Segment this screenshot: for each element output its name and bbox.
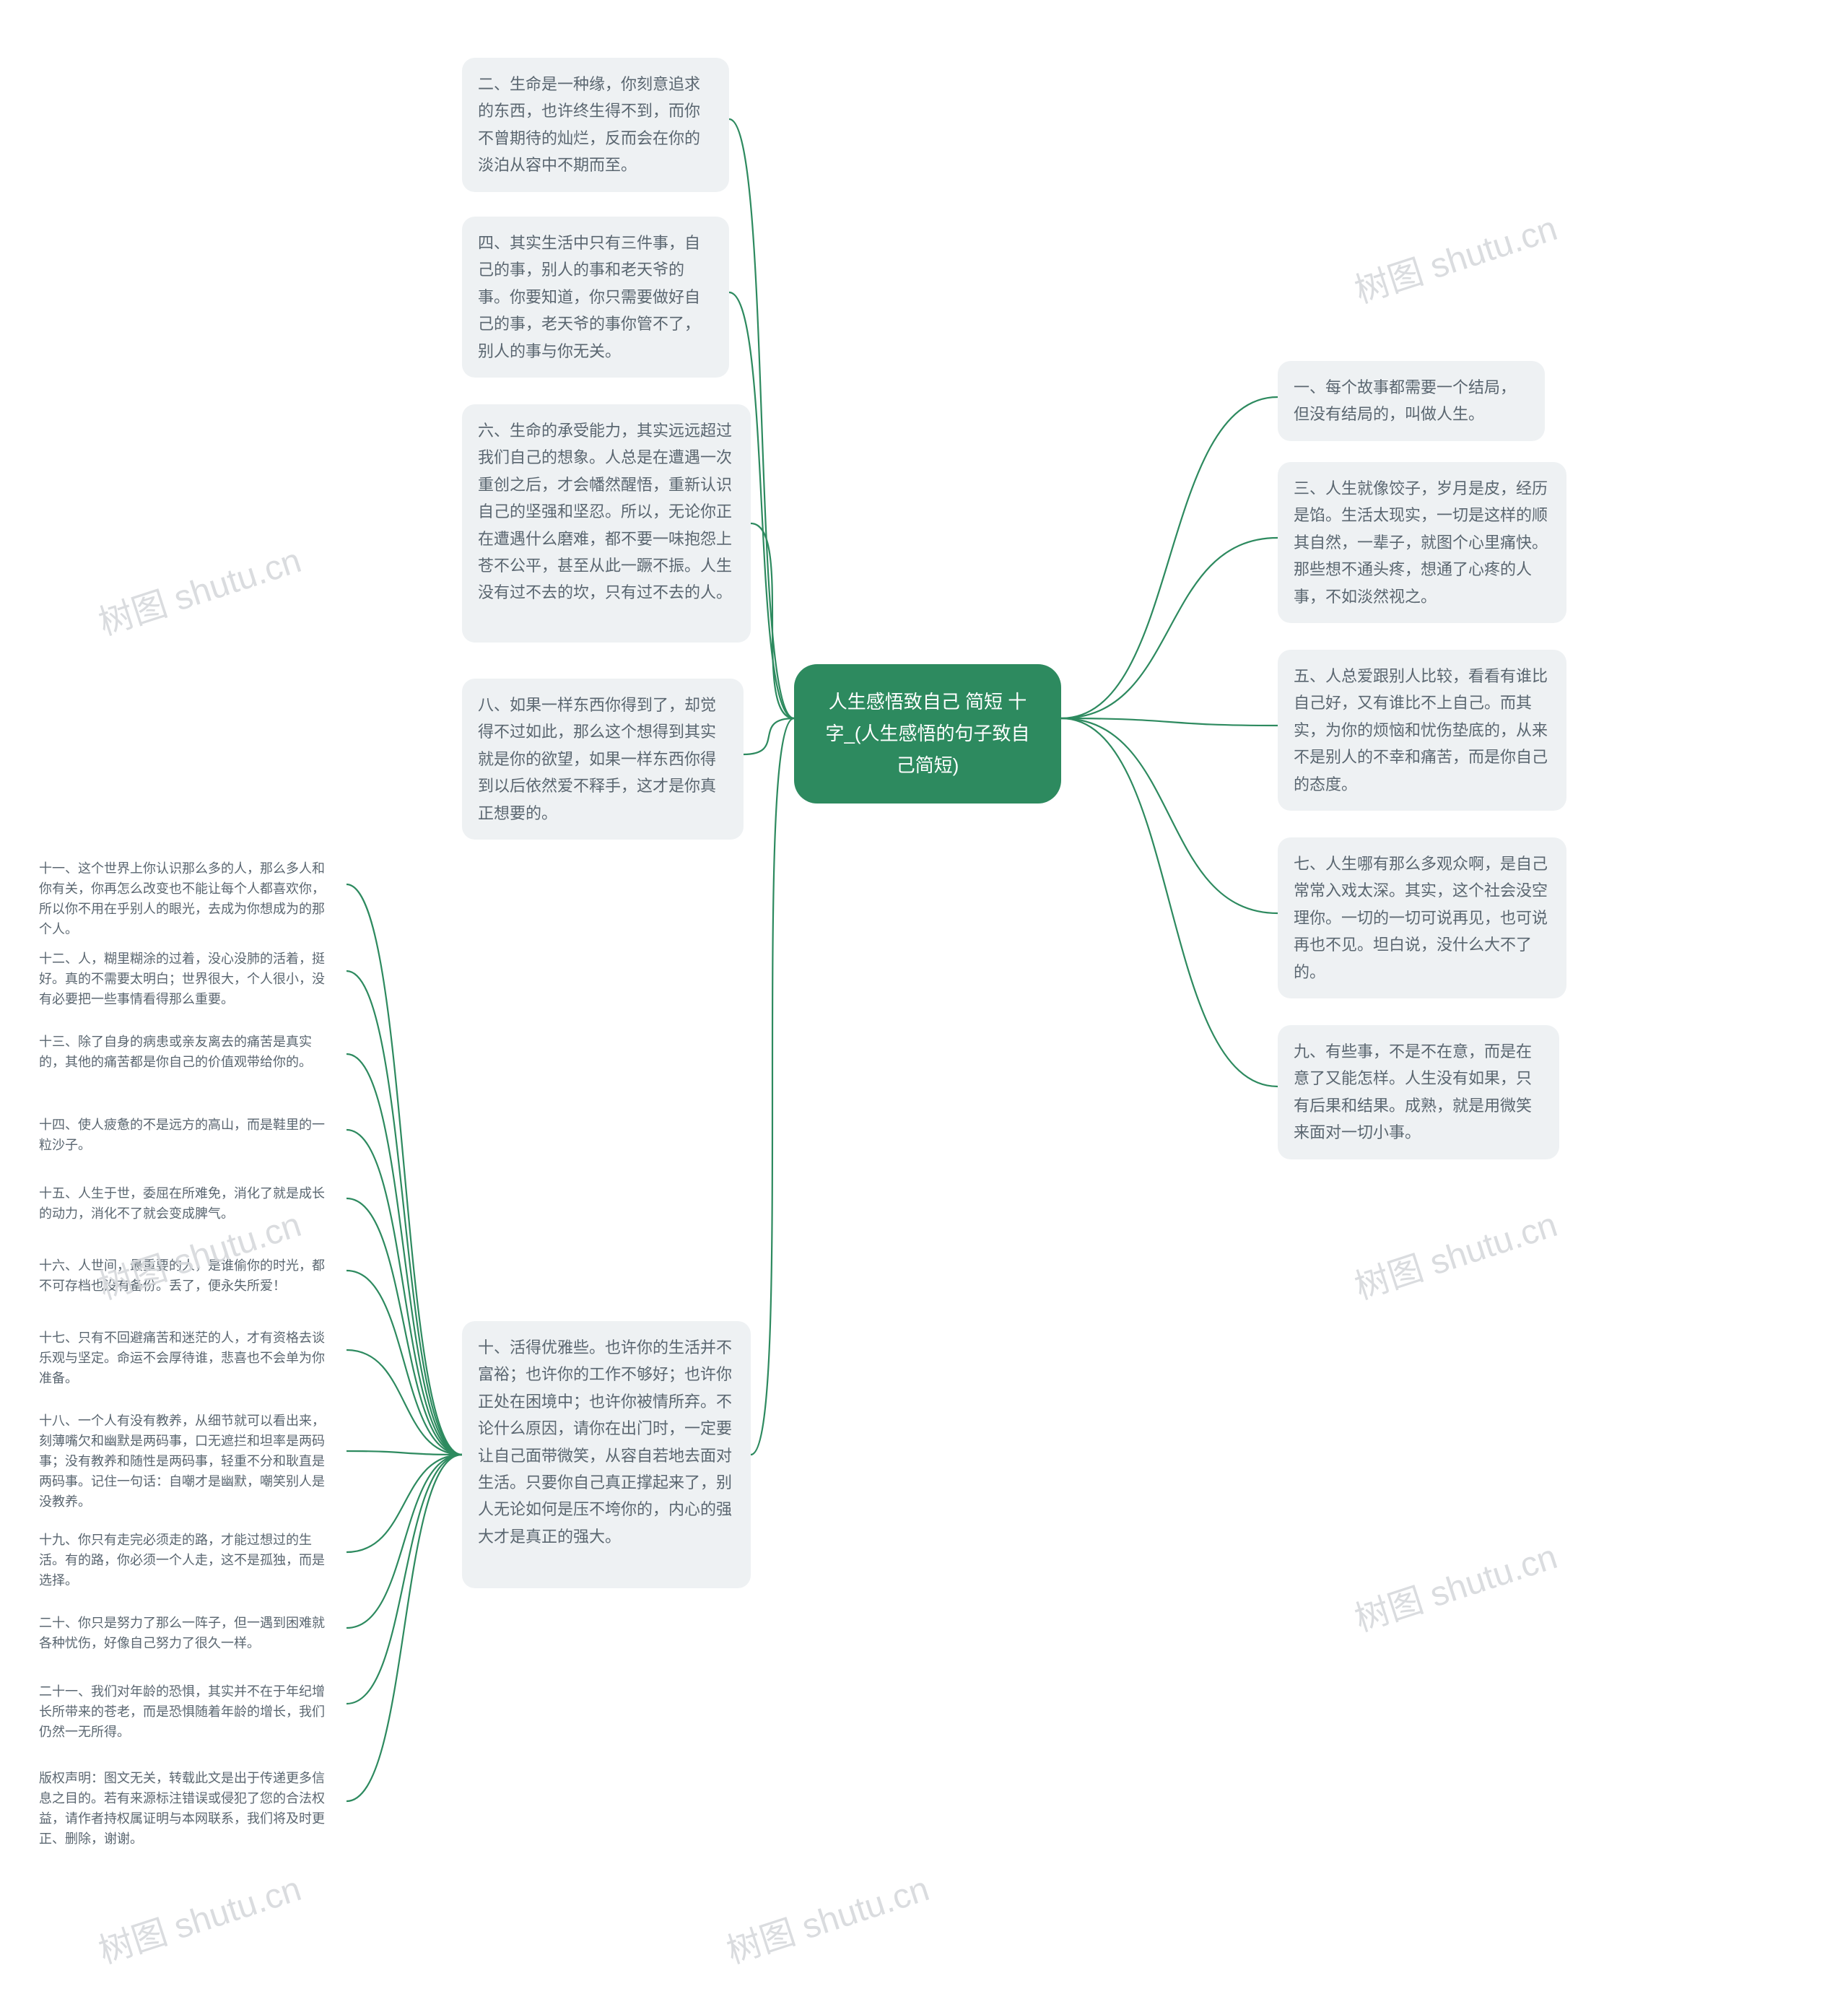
edge [1061, 538, 1278, 718]
branch-l4-label: 四、其实生活中只有三件事，自己的事，别人的事和老天爷的事。你要知道，你只需要做好… [478, 234, 700, 360]
branch-r9-label: 九、有些事，不是不在意，而是在意了又能怎样。人生没有如果，只有后果和结果。成熟，… [1294, 1042, 1532, 1141]
branch-l8-label: 八、如果一样东西你得到了，却觉得不过如此，那么这个想得到其实就是你的欲望，如果一… [478, 696, 716, 822]
branch-l6[interactable]: 六、生命的承受能力，其实远远超过我们自己的想象。人总是在遭遇一次重创之后，才会幡… [462, 404, 751, 643]
leaf-c16-label: 十六、人世间，最重要的人，是谁偷你的时光，都不可存档也没有备份。丢了，便永失所爱… [39, 1258, 325, 1293]
edge [346, 1271, 462, 1455]
branch-r1[interactable]: 一、每个故事都需要一个结局，但没有结局的，叫做人生。 [1278, 361, 1545, 441]
watermark: 树图 shutu.cn [91, 532, 306, 645]
watermark: 树图 shutu.cn [1347, 1528, 1562, 1641]
branch-r5[interactable]: 五、人总爱跟别人比较，看看有谁比自己好，又有谁比不上自己。而其实，为你的烦恼和忧… [1278, 650, 1566, 811]
edge [744, 718, 794, 754]
branch-l6-label: 六、生命的承受能力，其实远远超过我们自己的想象。人总是在遭遇一次重创之后，才会幡… [478, 422, 732, 601]
branch-r3-label: 三、人生就像饺子，岁月是皮，经历是馅。生活太现实，一切是这样的顺其自然，一辈子，… [1294, 479, 1548, 606]
branch-r5-label: 五、人总爱跟别人比较，看看有谁比自己好，又有谁比不上自己。而其实，为你的烦恼和忧… [1294, 667, 1548, 793]
edge [751, 718, 794, 1455]
leaf-c21[interactable]: 二十一、我们对年龄的恐惧，其实并不在于年纪增长所带来的苍老，而是恐惧随着年龄的增… [29, 1675, 346, 1750]
root-node[interactable]: 人生感悟致自己 简短 十字_(人生感悟的句子致自己简短) [794, 664, 1061, 804]
watermark: 树图 shutu.cn [1347, 200, 1562, 313]
leaf-c17[interactable]: 十七、只有不回避痛苦和迷茫的人，才有资格去谈乐观与坚定。命运不会厚待谁，悲喜也不… [29, 1321, 346, 1396]
leaf-c13-label: 十三、除了自身的病患或亲友离去的痛苦是真实的，其他的痛苦都是你自己的价值观带给你… [39, 1035, 312, 1069]
leaf-c16[interactable]: 十六、人世间，最重要的人，是谁偷你的时光，都不可存档也没有备份。丢了，便永失所爱… [29, 1249, 346, 1304]
watermark: 树图 shutu.cn [719, 1860, 934, 1973]
edge [346, 1451, 462, 1455]
branch-r3[interactable]: 三、人生就像饺子，岁月是皮，经历是馅。生活太现实，一切是这样的顺其自然，一辈子，… [1278, 462, 1566, 623]
edge [346, 971, 462, 1455]
edge [1061, 397, 1278, 718]
edge [346, 1455, 462, 1552]
leaf-c11-label: 十一、这个世界上你认识那么多的人，那么多人和你有关，你再怎么改变也不能让每个人都… [39, 861, 325, 936]
leaf-c19-label: 十九、你只有走完必须走的路，才能过想过的生活。有的路，你必须一个人走，这不是孤独… [39, 1533, 325, 1588]
edge [346, 1455, 462, 1628]
branch-r7[interactable]: 七、人生哪有那么多观众啊，是自己常常入戏太深。其实，这个社会没空理你。一切的一切… [1278, 837, 1566, 998]
branch-l2-label: 二、生命是一种缘，你刻意追求的东西，也许终生得不到，而你不曾期待的灿烂，反而会在… [478, 75, 700, 174]
leaf-copy[interactable]: 版权声明：图文无关，转载此文是出于传递更多信息之目的。若有来源标注错误或侵犯了您… [29, 1761, 346, 1857]
leaf-c19[interactable]: 十九、你只有走完必须走的路，才能过想过的生活。有的路，你必须一个人走，这不是孤独… [29, 1523, 346, 1598]
edge [346, 1198, 462, 1455]
watermark: 树图 shutu.cn [91, 1860, 306, 1973]
leaf-c20-label: 二十、你只是努力了那么一阵子，但一遇到困难就各种忧伤，好像自己努力了很久一样。 [39, 1616, 325, 1650]
edge [346, 1130, 462, 1455]
edge [346, 884, 462, 1455]
leaf-c21-label: 二十一、我们对年龄的恐惧，其实并不在于年纪增长所带来的苍老，而是恐惧随着年龄的增… [39, 1684, 325, 1739]
edge [346, 1455, 462, 1704]
branch-l2[interactable]: 二、生命是一种缘，你刻意追求的东西，也许终生得不到，而你不曾期待的灿烂，反而会在… [462, 58, 729, 192]
branch-l10-label: 十、活得优雅些。也许你的生活并不富裕；也许你的工作不够好；也许你正处在困境中；也… [478, 1338, 732, 1546]
leaf-c15-label: 十五、人生于世，委屈在所难免，消化了就是成长的动力，消化不了就会变成脾气。 [39, 1186, 325, 1221]
leaf-c17-label: 十七、只有不回避痛苦和迷茫的人，才有资格去谈乐观与坚定。命运不会厚待谁，悲喜也不… [39, 1331, 325, 1385]
leaf-c15[interactable]: 十五、人生于世，委屈在所难免，消化了就是成长的动力，消化不了就会变成脾气。 [29, 1177, 346, 1232]
leaf-c18-label: 十八、一个人有没有教养，从细节就可以看出来，刻薄嘴欠和幽默是两码事，口无遮拦和坦… [39, 1414, 325, 1509]
leaf-c13[interactable]: 十三、除了自身的病患或亲友离去的痛苦是真实的，其他的痛苦都是你自己的价值观带给你… [29, 1025, 346, 1083]
leaf-c12-label: 十二、人，糊里糊涂的过着，没心没肺的活着，挺好。真的不需要太明白；世界很大，个人… [39, 951, 325, 1006]
edge [1061, 718, 1278, 913]
leaf-copy-label: 版权声明：图文无关，转载此文是出于传递更多信息之目的。若有来源标注错误或侵犯了您… [39, 1771, 325, 1846]
edge [1061, 718, 1278, 726]
leaf-c14[interactable]: 十四、使人疲惫的不是远方的高山，而是鞋里的一粒沙子。 [29, 1108, 346, 1163]
leaf-c12[interactable]: 十二、人，糊里糊涂的过着，没心没肺的活着，挺好。真的不需要太明白；世界很大，个人… [29, 942, 346, 1017]
root-node-label: 人生感悟致自己 简短 十字_(人生感悟的句子致自己简短) [825, 691, 1029, 776]
leaf-c18[interactable]: 十八、一个人有没有教养，从细节就可以看出来，刻薄嘴欠和幽默是两码事，口无遮拦和坦… [29, 1404, 346, 1519]
leaf-c11[interactable]: 十一、这个世界上你认识那么多的人，那么多人和你有关，你再怎么改变也不能让每个人都… [29, 852, 346, 947]
edge [346, 1350, 462, 1455]
branch-l10[interactable]: 十、活得优雅些。也许你的生活并不富裕；也许你的工作不够好；也许你正处在困境中；也… [462, 1321, 751, 1588]
branch-l8[interactable]: 八、如果一样东西你得到了，却觉得不过如此，那么这个想得到其实就是你的欲望，如果一… [462, 679, 744, 840]
edge [346, 1054, 462, 1455]
edge [751, 523, 794, 718]
leaf-c14-label: 十四、使人疲惫的不是远方的高山，而是鞋里的一粒沙子。 [39, 1118, 325, 1152]
branch-r7-label: 七、人生哪有那么多观众啊，是自己常常入戏太深。其实，这个社会没空理你。一切的一切… [1294, 855, 1548, 981]
branch-l4[interactable]: 四、其实生活中只有三件事，自己的事，别人的事和老天爷的事。你要知道，你只需要做好… [462, 217, 729, 378]
branch-r9[interactable]: 九、有些事，不是不在意，而是在意了又能怎样。人生没有如果，只有后果和结果。成熟，… [1278, 1025, 1559, 1159]
watermark: 树图 shutu.cn [1347, 1196, 1562, 1309]
leaf-c20[interactable]: 二十、你只是努力了那么一阵子，但一遇到困难就各种忧伤，好像自己努力了很久一样。 [29, 1606, 346, 1661]
edge [1061, 718, 1278, 1086]
branch-r1-label: 一、每个故事都需要一个结局，但没有结局的，叫做人生。 [1294, 378, 1516, 423]
edge [346, 1455, 462, 1801]
